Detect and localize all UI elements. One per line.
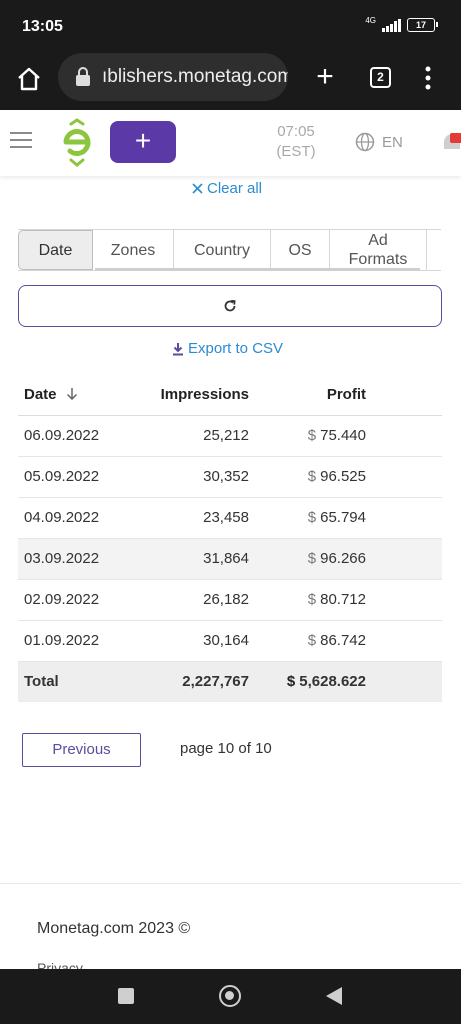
table-row: 05.09.2022 30,352 $96.525 [18, 456, 442, 498]
currency-symbol: $ [307, 509, 317, 526]
home-circle-icon[interactable] [219, 985, 241, 1007]
group-by-tabs: Date Zones Country OS Ad Formats [18, 229, 441, 271]
clock-zone: (EST) [276, 143, 316, 160]
profit-value: 86.742 [320, 632, 366, 649]
refresh-button[interactable] [18, 285, 442, 327]
tab-date[interactable]: Date [18, 230, 93, 270]
total-label: Total [18, 661, 138, 702]
cell-impressions: 31,864 [138, 538, 249, 580]
table-row: 02.09.2022 26,182 $80.712 [18, 579, 442, 621]
clear-all-link[interactable]: Clear all [192, 180, 262, 197]
language-label: EN [382, 133, 403, 151]
download-icon [173, 342, 183, 355]
table-row: 06.09.2022 25,212 $75.440 [18, 415, 442, 457]
column-header-profit[interactable]: Profit [249, 374, 442, 416]
cell-impressions: 23,458 [138, 497, 249, 539]
notification-bell-icon[interactable] [440, 128, 461, 156]
currency-symbol: $ [286, 673, 296, 691]
cell-impressions: 30,352 [138, 456, 249, 498]
globe-icon [355, 132, 375, 152]
table-row: 03.09.2022 31,864 $96.266 [18, 538, 442, 580]
currency-symbol: $ [307, 427, 317, 444]
table-total-row: Total 2,227,767 $5,628.622 [18, 661, 442, 702]
close-icon [192, 183, 203, 194]
battery-icon: 17 [407, 18, 438, 32]
status-bar: 13:05 4G 17 [0, 0, 461, 52]
column-header-impressions[interactable]: Impressions [138, 374, 249, 416]
cell-profit: $96.525 [249, 456, 442, 498]
currency-symbol: $ [307, 550, 317, 567]
cell-date: 03.09.2022 [18, 538, 138, 580]
system-navigation-bar [0, 969, 461, 1024]
tab-os[interactable]: OS [271, 230, 330, 270]
export-csv-label: Export to CSV [188, 340, 284, 357]
profit-value: 75.440 [320, 427, 366, 444]
cell-profit: $75.440 [249, 415, 442, 457]
clock-time: 07:05 [277, 123, 315, 140]
cell-impressions: 30,164 [138, 620, 249, 662]
cell-date: 01.09.2022 [18, 620, 138, 662]
cell-profit: $96.266 [249, 538, 442, 580]
more-menu-icon[interactable] [418, 65, 438, 91]
profit-value: 96.266 [320, 550, 366, 567]
network-type: 4G [365, 16, 376, 25]
server-clock: 07:05 (EST) [262, 122, 330, 162]
statistics-table: Date Impressions Profit 06.09.2022 25,21… [18, 374, 442, 702]
sort-arrow-down-icon [66, 387, 77, 400]
currency-symbol: $ [307, 591, 317, 608]
profit-value: 65.794 [320, 509, 366, 526]
browser-toolbar: ıblishers.monetag.com + 2 [0, 52, 461, 110]
table-row: 04.09.2022 23,458 $65.794 [18, 497, 442, 539]
total-impressions: 2,227,767 [138, 661, 249, 702]
cell-date: 02.09.2022 [18, 579, 138, 621]
page-indicator: page 10 of 10 [180, 740, 272, 757]
total-profit: $5,628.622 [249, 661, 442, 702]
site-footer: Monetag.com 2023 © Privacy [0, 883, 461, 976]
profit-value: 80.712 [320, 591, 366, 608]
previous-page-button[interactable]: Previous [22, 733, 141, 767]
home-icon[interactable] [14, 64, 44, 94]
table-row: 01.09.2022 30,164 $86.742 [18, 620, 442, 662]
hamburger-menu-icon[interactable] [10, 132, 32, 148]
clear-all-label: Clear all [207, 180, 263, 197]
monetag-logo-icon[interactable] [60, 118, 94, 170]
cell-date: 06.09.2022 [18, 415, 138, 457]
address-bar[interactable]: ıblishers.monetag.com [58, 53, 288, 101]
currency-symbol: $ [307, 632, 317, 649]
tab-zones[interactable]: Zones [93, 230, 174, 270]
signal-icon [382, 18, 401, 32]
status-indicators: 4G 17 [365, 16, 438, 32]
table-header-row: Date Impressions Profit [18, 374, 442, 416]
cell-profit: $80.712 [249, 579, 442, 621]
battery-level: 17 [415, 20, 426, 30]
tab-switcher-button[interactable]: 2 [370, 67, 391, 88]
column-header-date[interactable]: Date [18, 374, 138, 416]
recent-apps-icon[interactable] [118, 988, 134, 1004]
tab-ad-formats[interactable]: Ad Formats [330, 230, 427, 270]
cell-date: 04.09.2022 [18, 497, 138, 539]
status-time: 13:05 [22, 18, 63, 35]
new-tab-button[interactable]: + [316, 60, 334, 93]
tabs-scrollbar[interactable] [95, 268, 420, 271]
tab-country[interactable]: Country [174, 230, 271, 270]
lock-icon [76, 67, 90, 86]
profit-value: 96.525 [320, 468, 366, 485]
back-triangle-icon[interactable] [326, 987, 342, 1005]
language-selector[interactable]: EN [355, 132, 403, 152]
currency-symbol: $ [307, 468, 317, 485]
cell-profit: $65.794 [249, 497, 442, 539]
create-button[interactable]: + [110, 121, 176, 163]
url-text: ıblishers.monetag.com [102, 66, 288, 87]
export-csv-link[interactable]: Export to CSV [172, 340, 283, 357]
cell-date: 05.09.2022 [18, 456, 138, 498]
copyright-text: Monetag.com 2023 © [37, 920, 191, 937]
refresh-icon [224, 299, 236, 312]
site-header: + 07:05 (EST) EN [0, 110, 461, 176]
tab-overflow [427, 230, 441, 270]
cell-impressions: 25,212 [138, 415, 249, 457]
cell-profit: $86.742 [249, 620, 442, 662]
cell-impressions: 26,182 [138, 579, 249, 621]
total-profit-value: 5,628.622 [299, 673, 366, 691]
